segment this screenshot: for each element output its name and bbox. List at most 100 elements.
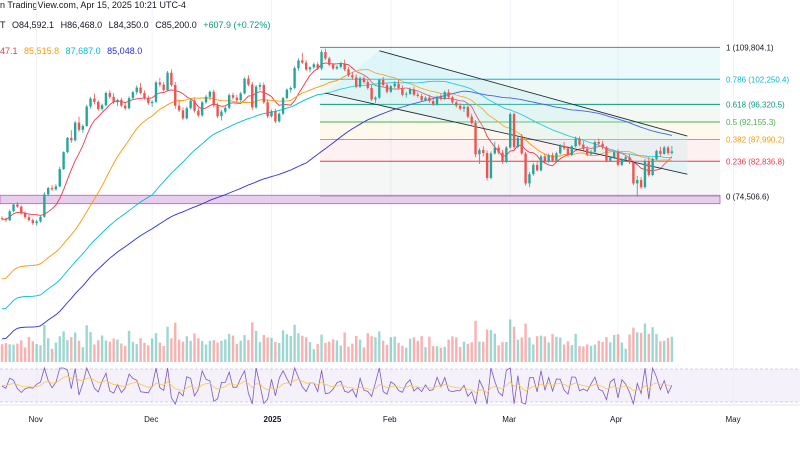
candle-body [12,204,15,212]
candle-body [335,66,339,69]
candle-body [197,110,200,116]
volume-bar [593,344,597,362]
volume-bar [239,340,242,362]
candle-body [239,93,242,101]
candle-body [308,67,312,70]
volume-bar [466,343,470,362]
candle-body [374,97,377,100]
volume-bar [358,339,362,362]
volume-bar [343,332,346,362]
candle-body [351,75,354,78]
rsi-ma-line [1,375,672,394]
candle-body [23,213,27,218]
volume-bar [301,335,304,362]
candle-body [58,169,61,187]
volume-bar [197,338,200,362]
volume-bar [616,334,620,362]
volume-bar [331,339,335,362]
candle-body [451,97,454,103]
volume-bar [535,336,539,362]
volume-bar [524,323,527,362]
candle-body [639,180,643,188]
volume-bar [470,342,473,362]
volume-bar [204,344,208,362]
candle-body [478,150,481,155]
candle-body [416,94,419,96]
fib-band [320,121,720,140]
volume-bars [0,319,674,362]
candle-body [0,218,4,219]
volume-bar [247,340,250,362]
candle-body [347,69,350,76]
candle-body [535,164,539,171]
candle-body [112,96,115,103]
volume-bar [589,345,593,362]
volume-bar [420,336,423,362]
candle-body [100,105,104,110]
candle-body [73,122,77,141]
volume-bar [516,339,520,362]
candle-body [466,106,470,117]
volume-bar [509,319,512,362]
candle-body [301,60,304,63]
candle-body [362,78,366,83]
candle-body [262,85,265,103]
symbol-prefix: T [0,20,6,30]
channel-upper-line [379,50,688,137]
volume-bar [127,330,131,362]
candle-body [35,221,38,224]
x-tick-label: Apr [610,415,623,424]
fib-band [320,139,720,162]
volume-bar [289,335,292,362]
candle-body [216,105,219,117]
candle-body [632,162,635,184]
volume-bar [447,339,450,362]
volume-bar [651,327,654,362]
candle-body [405,93,408,95]
candle-body [482,150,485,154]
candle-body [81,125,85,130]
candle-body [204,96,208,103]
volume-bar [4,343,8,362]
volume-bar [20,340,23,362]
volume-bar [120,343,123,362]
ma1-value: 47.1 [0,46,18,56]
x-tick-label: Mar [502,415,516,424]
ma-blue-line [1,90,672,340]
candle-body [131,92,135,99]
volume-bar [670,336,674,362]
x-tick-label: Nov [29,415,43,424]
candle-body [93,98,96,102]
candle-body [254,86,258,108]
candle-body [85,106,88,126]
volume-bar [643,323,647,362]
volume-bar [351,343,354,362]
candle-body [243,78,246,94]
fib-labels: 1 (109,804.1) 0.786 (102,250.4) 0.618 (96,… [726,43,789,201]
volume-bar [478,341,481,362]
support-zone [0,194,721,205]
volume-bar [532,344,535,362]
volume-bar [189,340,192,362]
volume-bar [0,344,4,362]
volume-bar [131,341,135,362]
candle-body [578,138,581,145]
volume-bar [405,347,408,362]
volume-bar [100,335,104,362]
candle-body [670,151,674,154]
candle-body [43,194,46,217]
volume-bar [586,344,589,362]
fib-label: 0 (74,506.6) [726,192,769,201]
x-tick-label: 2025 [264,415,282,424]
volume-bar [451,336,454,362]
candle-body [120,99,123,106]
candle-body [408,89,412,94]
candle-body [609,157,612,161]
candle-body [520,137,523,154]
candle-body [566,148,570,156]
volume-bar [181,341,185,362]
chart-header-line1: n TradingView.com, Apr 15, 2025 10:21 UT… [0,0,190,10]
candle-body [447,92,450,98]
volume-bar [428,336,431,362]
